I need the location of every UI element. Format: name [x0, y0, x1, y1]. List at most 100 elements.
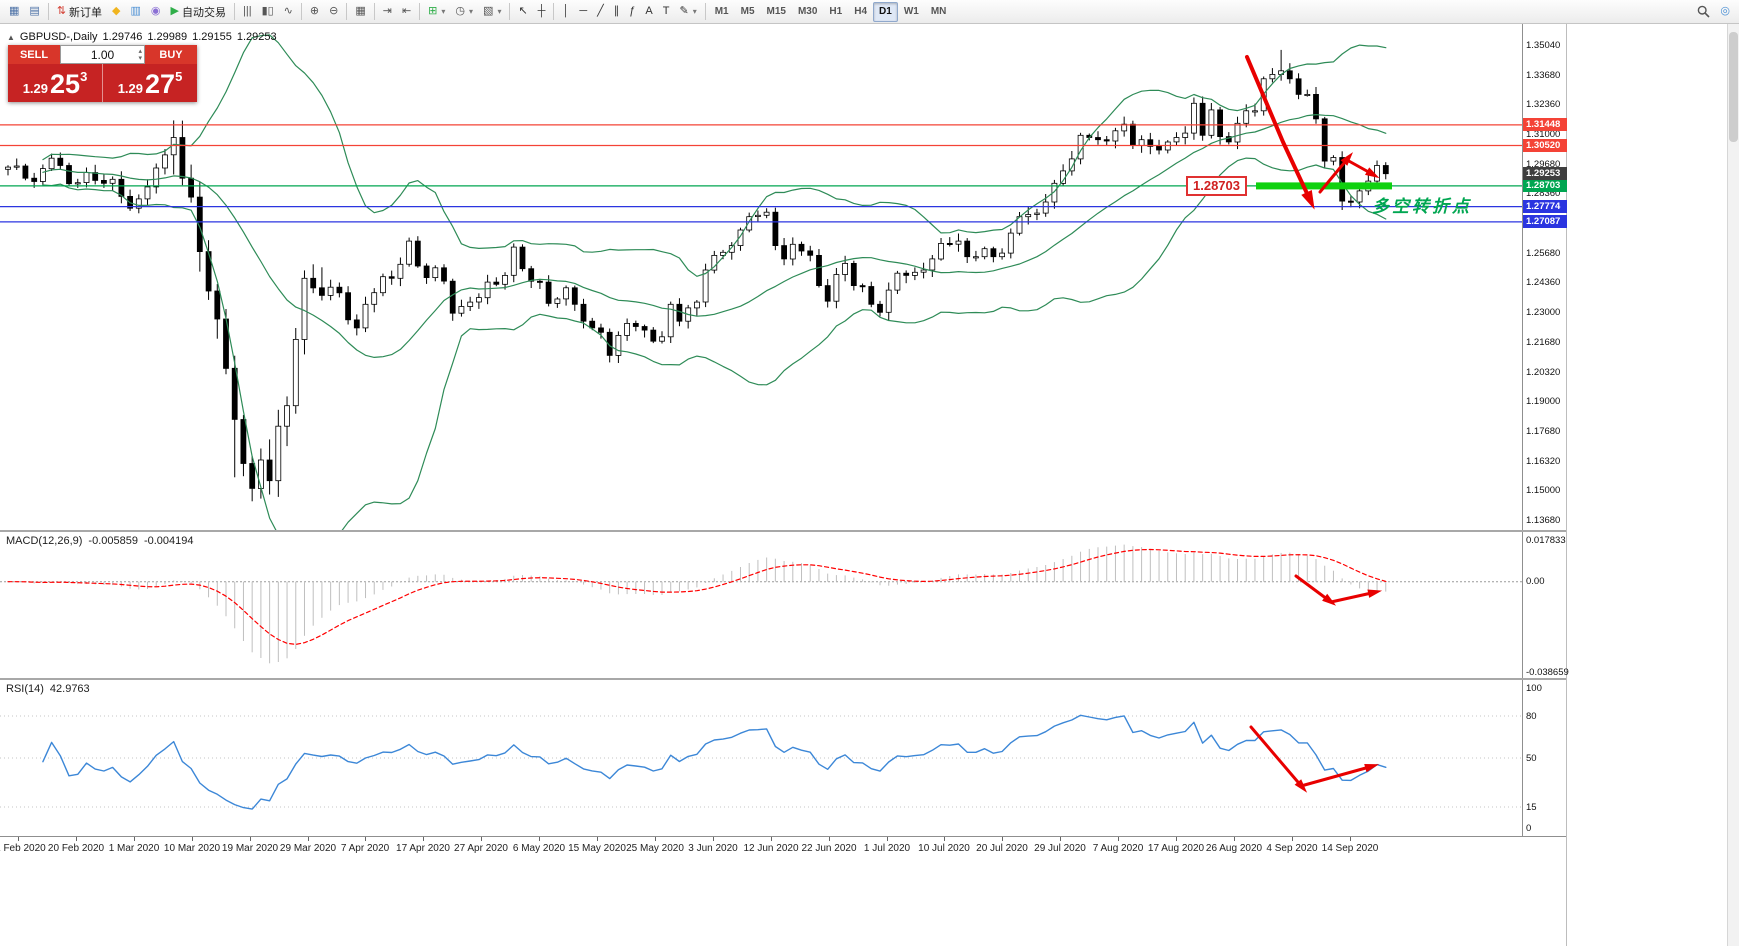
chat-icon[interactable]: ◎	[1720, 5, 1730, 17]
sell-price[interactable]: 1.29 25 3	[8, 64, 102, 102]
time-axis-tick	[76, 837, 77, 841]
date-label: 1 Jul 2020	[863, 843, 911, 854]
buy-price[interactable]: 1.29 27 5	[103, 64, 197, 102]
time-axis-tick	[887, 837, 888, 841]
new-chart-icon[interactable]: ▦	[9, 5, 20, 17]
new-order-button[interactable]: ⇅ 新订单	[56, 5, 103, 19]
price-axis-label: 1.16320	[1526, 456, 1561, 467]
line-chart-icon[interactable]: ∿	[283, 5, 293, 17]
crosshair-icon[interactable]: ┼	[537, 5, 546, 17]
candlestick-icon[interactable]: ▮▯	[261, 5, 274, 17]
buy-button[interactable]: BUY	[145, 45, 197, 64]
price-chart[interactable]	[0, 24, 1522, 530]
date-label: 19 Mar 2020	[221, 843, 279, 854]
rsi-value: 42.9763	[49, 683, 90, 695]
price-axis-label: 1.21680	[1526, 337, 1561, 348]
buy-price-small: 1.29	[117, 81, 144, 96]
time-axis-tick	[597, 837, 598, 841]
price-axis-label: 1.13680	[1526, 515, 1561, 526]
timeframe-d1[interactable]: D1	[873, 1, 898, 22]
text-icon[interactable]: A	[645, 5, 653, 17]
toolbar-separator	[47, 3, 49, 20]
timeframe-m30[interactable]: M30	[797, 6, 818, 17]
macd-value-signal: -0.004194	[143, 535, 194, 547]
macd-axis-label: 0.017833	[1526, 535, 1566, 546]
time-axis-tick	[250, 837, 251, 841]
time-axis-tick	[655, 837, 656, 841]
date-label: 15 May 2020	[568, 843, 626, 854]
macd-axis: 0.017833 0.00 -0.038659	[1522, 532, 1569, 678]
timeframe-h4[interactable]: H4	[854, 6, 868, 17]
timeframe-m15[interactable]: M15	[766, 6, 786, 17]
time-axis-tick	[1118, 837, 1119, 841]
zoom-in-icon[interactable]: ⊕	[309, 5, 320, 17]
vertical-line-icon[interactable]: │	[562, 5, 570, 17]
sell-price-sup: 3	[80, 69, 88, 84]
timeframe-w1[interactable]: W1	[903, 6, 919, 17]
indicators-icon[interactable]: ⊞ ▾	[428, 5, 446, 17]
price-axis: 1.35040 1.33680 1.32360 1.31000 1.29680 1.283…	[1522, 24, 1567, 530]
spinner-up-icon[interactable]: ▴	[138, 48, 142, 55]
spinner-down-icon[interactable]: ▾	[138, 55, 142, 62]
rsi-axis-label: 15	[1526, 802, 1537, 813]
terminal-icon[interactable]: ▥	[130, 5, 141, 17]
arrows-tool-icon[interactable]: ✎ ▾	[679, 5, 697, 17]
zoom-out-icon[interactable]: ⊖	[329, 5, 339, 17]
text-label-icon[interactable]: T	[662, 5, 670, 17]
sell-price-small: 1.29	[22, 81, 49, 96]
cursor-icon[interactable]: ↖	[518, 5, 528, 17]
rsi-axis-label: 50	[1526, 753, 1537, 764]
search-icon[interactable]	[1692, 2, 1715, 22]
time-axis-tick	[713, 837, 714, 841]
periods-icon[interactable]: ◷ ▾	[455, 5, 474, 17]
price-level-tag[interactable]: 1.28703	[1186, 176, 1247, 196]
price-axis-label: 1.19000	[1526, 396, 1561, 407]
rsi-chart[interactable]	[0, 680, 1522, 836]
autotrading-button[interactable]: ▶ 自动交易	[170, 5, 226, 19]
macd-chart[interactable]	[0, 532, 1522, 678]
chart-shift-icon[interactable]: ⇤	[401, 5, 412, 17]
main-chart-pane: ▲ GBPUSD-,Daily 1.29746 1.29989 1.29155 1.292…	[0, 24, 1567, 530]
volume-input[interactable]: 1.00 ▴ ▾	[60, 45, 145, 64]
pane-separator[interactable]	[0, 678, 1566, 680]
pane-separator[interactable]	[0, 530, 1566, 532]
fibonacci-icon[interactable]: ƒ	[629, 5, 636, 17]
sell-button[interactable]: SELL	[8, 45, 60, 64]
profiles-icon[interactable]: ▤	[29, 5, 40, 17]
annotation-text[interactable]: 多空转折点	[1372, 197, 1472, 216]
rsi-axis: 100 80 50 15 0	[1522, 680, 1566, 836]
timeframe-h1[interactable]: H1	[829, 6, 843, 17]
sell-price-big: 25	[50, 69, 81, 99]
date-label: 10 Mar 2020	[163, 843, 221, 854]
price-badge: 1.30520	[1523, 139, 1567, 152]
horizontal-line-icon[interactable]: ─	[579, 5, 588, 17]
toolbar-separator	[346, 3, 348, 20]
scrollbar-thumb[interactable]	[1729, 32, 1738, 142]
tile-windows-icon[interactable]: ▦	[355, 5, 366, 17]
date-label: 7 Aug 2020	[1092, 843, 1144, 854]
equidistant-channel-icon[interactable]: ∥	[613, 5, 620, 17]
date-label: 20 Feb 2020	[47, 843, 105, 854]
volume-spinner[interactable]: ▴ ▾	[138, 48, 142, 62]
mql5-icon[interactable]: ◉	[150, 5, 161, 17]
timeframe-m1[interactable]: M1	[714, 6, 729, 17]
rsi-pane: RSI(14) 42.9763 100 80 50 15 0	[0, 680, 1566, 836]
metaeditor-icon[interactable]: ◆	[112, 5, 121, 17]
time-axis-tick	[539, 837, 540, 841]
collapse-icon[interactable]: ▲	[7, 33, 15, 42]
macd-axis-label: -0.038659	[1526, 667, 1569, 678]
timeframe-m5[interactable]: M5	[740, 6, 755, 17]
price-badge: 1.31448	[1523, 118, 1567, 131]
vertical-scrollbar[interactable]	[1727, 24, 1739, 946]
price-axis-label: 1.23000	[1526, 307, 1561, 318]
trendline-icon[interactable]: ╱	[597, 5, 604, 17]
bar-chart-icon[interactable]: |||	[242, 5, 252, 17]
date-label: 17 Apr 2020	[396, 843, 450, 854]
rsi-axis-label: 80	[1526, 711, 1537, 722]
date-label: 22 Jun 2020	[801, 843, 857, 854]
autoscroll-icon[interactable]: ⇥	[382, 5, 392, 17]
templates-icon[interactable]: ▧ ▾	[483, 5, 502, 17]
price-axis-label: 1.17680	[1526, 426, 1561, 437]
timeframe-mn[interactable]: MN	[930, 6, 947, 17]
